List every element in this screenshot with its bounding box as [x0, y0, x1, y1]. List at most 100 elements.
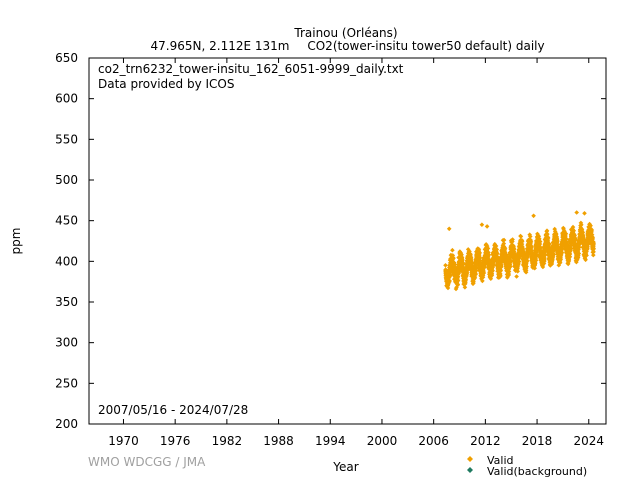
y-tick-label: 450 [55, 214, 78, 228]
data-point [476, 247, 482, 252]
x-tick-label: 2018 [522, 434, 553, 448]
y-tick-label: 500 [55, 173, 78, 187]
data-point [516, 261, 521, 266]
data-point [493, 243, 499, 249]
data-point [589, 227, 594, 232]
legend: Valid Valid(background) [467, 454, 587, 478]
data-point [540, 264, 546, 270]
data-point [518, 234, 524, 239]
y-tick-label: 550 [55, 132, 78, 146]
plot-frame [88, 57, 607, 425]
data-point [483, 242, 489, 247]
data-point [452, 261, 457, 267]
data-point [516, 259, 522, 264]
data-point [589, 232, 595, 237]
y-axis-ticks: 200 250 300 350 400 450 500 550 600 650 [55, 51, 606, 431]
x-tick-label: 2000 [367, 434, 398, 448]
data-point [506, 269, 512, 274]
data-point [515, 269, 520, 274]
data-point [480, 278, 485, 284]
data-point [445, 285, 451, 291]
data-point [542, 255, 547, 261]
data-point [494, 247, 500, 252]
data-point [519, 241, 525, 247]
data-point [477, 255, 483, 260]
data-point [584, 249, 589, 254]
data-point [559, 250, 565, 255]
data-point [524, 264, 529, 269]
data-point [533, 260, 538, 266]
data-point [557, 260, 563, 265]
data-points [443, 210, 596, 292]
data-point [473, 268, 479, 273]
data-point [525, 253, 531, 258]
data-point [508, 259, 514, 264]
legend-label-valid: Valid [487, 454, 514, 467]
data-point [502, 245, 508, 251]
chart-title: Trainou (Orléans) [293, 26, 397, 40]
data-point [537, 239, 543, 244]
data-point [448, 273, 453, 278]
x-tick-label: 2012 [470, 434, 501, 448]
data-point [574, 259, 579, 265]
data-point-outlier [582, 211, 587, 216]
data-point [573, 236, 578, 241]
data-point [561, 226, 566, 232]
y-tick-label: 350 [55, 295, 78, 309]
data-point [474, 265, 479, 271]
data-point [498, 273, 503, 279]
data-point [473, 271, 479, 277]
data-point [583, 257, 588, 263]
data-point [477, 250, 483, 256]
data-point [542, 252, 547, 257]
data-point [534, 253, 539, 259]
data-point [580, 230, 586, 235]
data-point-outlier [531, 213, 536, 219]
data-point [591, 249, 596, 255]
data-point-outlier [574, 210, 579, 215]
x-tick-label: 1988 [263, 434, 294, 448]
data-point [451, 255, 456, 261]
data-point [571, 228, 577, 234]
data-point [528, 234, 533, 239]
x-tick-label: 1982 [212, 434, 243, 448]
data-point [510, 237, 515, 242]
data-point [545, 235, 551, 241]
chart-subtitle-location: 47.965N, 2.112E 131m [151, 39, 290, 53]
data-point [523, 268, 529, 273]
data-point [514, 274, 519, 279]
data-point [492, 241, 498, 247]
data-point [443, 263, 448, 268]
x-tick-label: 1970 [108, 434, 139, 448]
data-point-outlier [479, 222, 485, 227]
y-tick-label: 250 [55, 376, 78, 390]
data-point [584, 253, 589, 258]
provider-label: Data provided by ICOS [98, 77, 234, 91]
data-point [495, 251, 500, 256]
data-point [486, 252, 492, 258]
data-point [567, 254, 573, 259]
data-point [555, 242, 560, 248]
y-tick-label: 200 [55, 417, 78, 431]
data-point [503, 252, 509, 258]
data-point [563, 237, 569, 242]
data-point [524, 258, 530, 264]
date-range-label: 2007/05/16 - 2024/07/28 [98, 403, 248, 417]
data-point [532, 265, 537, 271]
data-point [568, 246, 574, 252]
data-point [516, 256, 522, 261]
data-point [563, 231, 569, 237]
data-point [548, 246, 554, 251]
data-point [556, 245, 561, 250]
data-point [541, 261, 547, 266]
chart-subtitle-parameter: CO2(tower-insitu tower50 default) daily [307, 39, 544, 53]
data-point [568, 243, 573, 248]
y-axis-label: ppm [9, 228, 23, 255]
data-point [529, 244, 534, 249]
y-tick-label: 600 [55, 92, 78, 106]
data-point [591, 252, 596, 258]
data-point [462, 285, 468, 290]
data-point [586, 241, 591, 247]
data-point [499, 262, 504, 268]
